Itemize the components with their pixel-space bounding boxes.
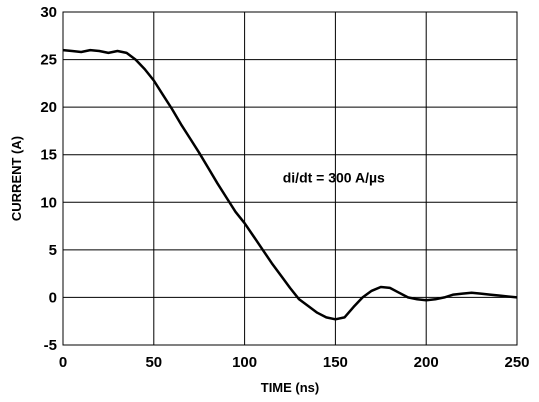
y-axis-tick-labels: -5 0 5 10 15 20 25 30 — [40, 4, 57, 354]
y-tick-label: 5 — [49, 242, 57, 259]
x-tick-label: 100 — [232, 354, 257, 371]
di-dt-annotation: di/dt = 300 A/µs — [283, 169, 385, 185]
x-tick-label: 150 — [323, 354, 348, 371]
x-tick-label: 0 — [59, 354, 67, 371]
x-axis-tick-labels: 0 50 100 150 200 250 — [59, 354, 530, 371]
x-axis-title: TIME (ns) — [261, 380, 320, 395]
y-axis-title: CURRENT (A) — [9, 136, 24, 221]
x-tick-label: 250 — [504, 354, 529, 371]
y-tick-label: -5 — [44, 337, 57, 354]
y-tick-label: 0 — [49, 289, 57, 306]
y-tick-label: 15 — [40, 147, 57, 164]
y-tick-label: 20 — [40, 99, 57, 116]
y-tick-label: 30 — [40, 4, 57, 21]
x-tick-label: 50 — [145, 354, 162, 371]
y-tick-label: 10 — [40, 194, 57, 211]
y-tick-label: 25 — [40, 52, 57, 69]
x-tick-label: 200 — [414, 354, 439, 371]
plot-area-frame — [62, 11, 518, 346]
current-series-line — [62, 48, 518, 321]
